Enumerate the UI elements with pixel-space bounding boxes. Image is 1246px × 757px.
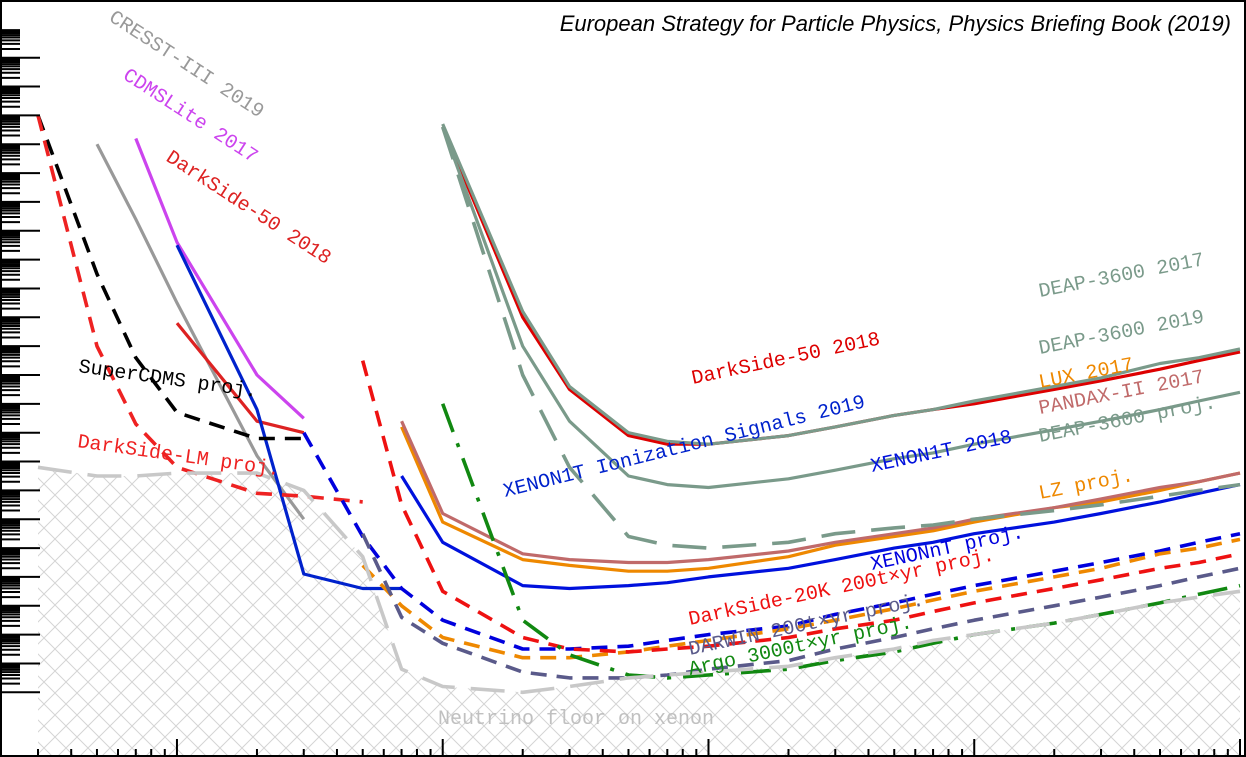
series-pandax-ii-2017-8 (400, 420, 1241, 565)
series-darkside-lm-proj-12 (36, 114, 363, 504)
neutrino-floor-hatch (38, 467, 1240, 755)
series-deap-3600-proj-10 (440, 126, 1241, 550)
curves (36, 114, 1241, 695)
series-argo-3000t-yr-proj-17 (441, 403, 1241, 680)
series-lux-2017-7 (400, 426, 1241, 573)
series-darkside-20k-200t-yr-proj-15 (360, 360, 1241, 654)
series-supercdms-proj-11 (36, 114, 304, 441)
series-deap-3600-2017-5 (441, 123, 1241, 446)
series-darwin-200t-yr-proj-16 (361, 532, 1241, 680)
series-cdmslite-2017-1 (134, 137, 305, 420)
series-darkside-50-2018-2 (175, 322, 305, 435)
axes (0, 29, 1241, 757)
series-cresst-iii-2019-0 (95, 143, 306, 521)
series-lz-proj-14 (361, 537, 1241, 660)
series-xenon1t-ionization-signals-2019-3 (175, 244, 402, 591)
series-deap-3600-2019-6 (441, 126, 1241, 490)
label-neutrino-floor-on-xenon: Neutrino floor on xenon (438, 708, 714, 731)
neutrino-floor-region (38, 467, 1240, 755)
series-xenon1t-2018-9 (400, 475, 1241, 591)
chart-title: European Strategy for Particle Physics, … (560, 11, 1231, 36)
series-neutrino-floor-on-xenon-18 (37, 465, 1241, 695)
series-xenonnt-proj-13 (302, 431, 1241, 651)
